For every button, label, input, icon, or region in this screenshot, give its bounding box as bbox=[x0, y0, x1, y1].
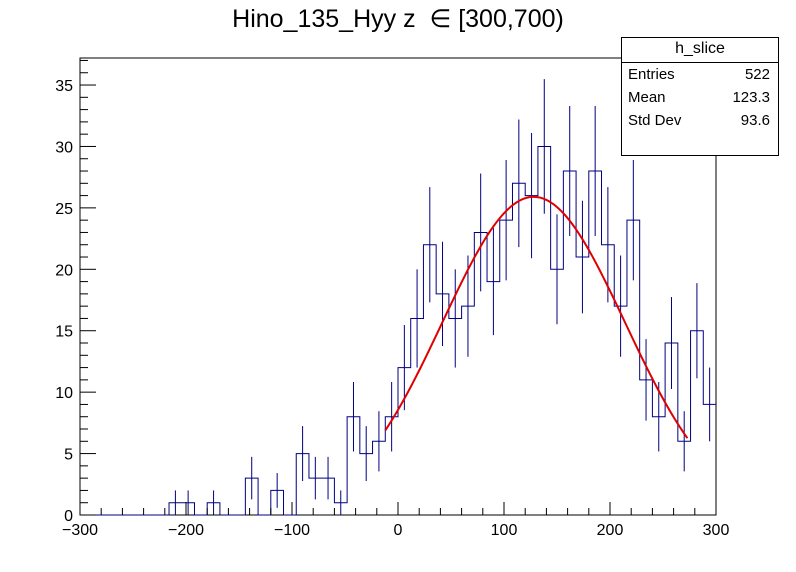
stats-box: h_slice Entries 522 Mean 123.3 Std Dev 9… bbox=[621, 37, 779, 156]
stats-title: h_slice bbox=[622, 38, 778, 63]
x-tick-label: 300 bbox=[703, 522, 730, 539]
y-tick-label: 15 bbox=[55, 324, 73, 341]
y-tick-label: 10 bbox=[55, 385, 73, 402]
x-tick-label: 0 bbox=[394, 522, 403, 539]
x-tick-label: −200 bbox=[168, 522, 204, 539]
x-tick-label: −100 bbox=[274, 522, 310, 539]
y-tick-label: 35 bbox=[55, 78, 73, 95]
x-tick-label: −300 bbox=[62, 522, 98, 539]
stats-label-stddev: Std Dev bbox=[628, 112, 682, 129]
y-tick-label: 5 bbox=[64, 447, 73, 464]
y-tick-label: 25 bbox=[55, 201, 73, 218]
stats-value-entries: 522 bbox=[744, 66, 770, 83]
stats-value-stddev: 93.6 bbox=[740, 112, 770, 129]
stats-value-mean: 123.3 bbox=[732, 89, 770, 106]
stats-row-entries: Entries 522 bbox=[622, 63, 778, 86]
x-tick-label: 100 bbox=[491, 522, 518, 539]
stats-label-entries: Entries bbox=[628, 66, 675, 83]
fit-curve bbox=[384, 195, 689, 439]
y-tick-label: 20 bbox=[55, 262, 73, 279]
y-tick-label: 0 bbox=[64, 508, 73, 525]
chart-title: Hino_135_Hyy z ∈ [300,700) bbox=[232, 5, 564, 33]
x-tick-label: 200 bbox=[597, 522, 624, 539]
y-tick-label: 30 bbox=[55, 139, 73, 156]
stats-label-mean: Mean bbox=[628, 89, 666, 106]
stats-row-mean: Mean 123.3 bbox=[622, 86, 778, 109]
histogram-outline bbox=[80, 145, 716, 516]
stats-row-stddev: Std Dev 93.6 bbox=[622, 109, 778, 132]
